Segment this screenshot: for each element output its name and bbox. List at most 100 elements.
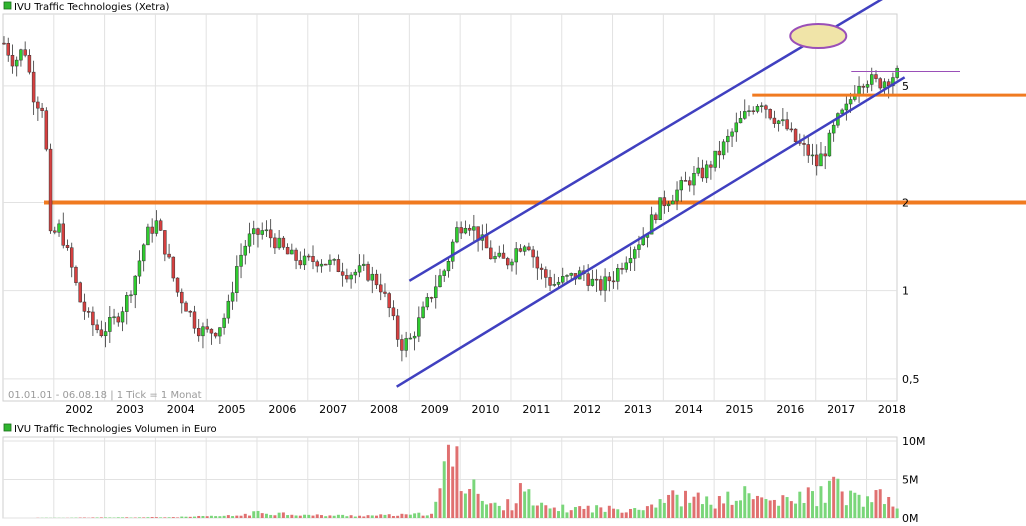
candle-body: [298, 260, 303, 266]
volume-bar: [341, 514, 345, 518]
candle-body: [188, 310, 192, 313]
target-ellipse: [789, 23, 848, 50]
candle-body: [721, 141, 726, 156]
candle-body: [802, 143, 806, 145]
volume-bar: [866, 496, 870, 518]
volume-bar: [319, 515, 323, 518]
x-tick-label: 2007: [319, 403, 347, 416]
volume-tick-label: 0M: [902, 512, 919, 525]
candle-body: [141, 244, 146, 262]
candle-body: [370, 273, 374, 281]
price-legend-swatch: [3, 1, 12, 10]
volume-bar: [307, 514, 311, 518]
volume-bar: [552, 507, 556, 518]
candle-body: [226, 300, 231, 319]
candle-body: [133, 275, 137, 296]
candle-body: [709, 164, 713, 168]
volume-bar: [99, 517, 103, 518]
candle-body: [137, 260, 142, 277]
volume-bar: [514, 503, 518, 518]
y-tick-label: 0,5: [902, 373, 920, 386]
candle-body: [184, 302, 188, 312]
volume-bar: [730, 504, 734, 518]
y-tick-label: 1: [902, 285, 909, 298]
volume-legend-swatch: [3, 423, 12, 432]
volume-bar: [722, 503, 726, 518]
volume-bar: [104, 517, 108, 518]
candle-body: [82, 301, 87, 312]
candle-body: [57, 223, 61, 233]
candle-body: [649, 214, 654, 235]
candle-body: [522, 246, 527, 252]
candle-body: [150, 226, 154, 234]
volume-bar: [421, 515, 425, 518]
candle-body: [704, 164, 709, 179]
candle-body: [861, 85, 866, 88]
volume-bar: [569, 510, 573, 518]
volume-bar: [358, 515, 362, 518]
volume-bar: [430, 513, 434, 518]
volume-bar: [286, 515, 290, 518]
volume-bar: [387, 514, 391, 518]
candle-body: [556, 281, 561, 285]
candle-body: [450, 241, 455, 262]
volume-bar: [391, 515, 395, 518]
candle-body: [565, 275, 569, 277]
candle-body: [666, 203, 671, 207]
volume-bar: [269, 514, 273, 518]
candle-body: [273, 237, 277, 249]
candle-body: [489, 247, 493, 260]
volume-bar: [633, 508, 637, 518]
candle-body: [544, 269, 548, 278]
candle-body: [129, 294, 133, 297]
candle-body: [535, 256, 540, 269]
volume-bar: [281, 512, 285, 518]
price-x-axis: 2002 2003 2004 2005 2006 2007 2008 2009 2010 2011…: [65, 403, 906, 416]
candle-body: [336, 259, 341, 272]
volume-bar: [679, 506, 683, 518]
candle-body: [290, 249, 294, 255]
candle-body: [620, 268, 624, 270]
candle-body: [86, 311, 91, 313]
volume-tick-label: 10M: [902, 435, 926, 448]
volume-bar: [755, 495, 759, 518]
candle-body: [814, 154, 819, 167]
candle-body: [874, 74, 878, 79]
candle-body: [408, 337, 413, 340]
candle-body: [472, 226, 476, 231]
candle-body: [163, 230, 167, 255]
candle-body: [510, 261, 514, 266]
volume-bar: [176, 517, 180, 518]
volume-bar: [438, 488, 442, 518]
volume-bar: [91, 517, 95, 518]
candle-body: [781, 119, 785, 122]
volume-bar: [159, 517, 163, 518]
volume-bar: [578, 506, 582, 518]
candle-body: [743, 111, 747, 119]
volume-bar: [260, 513, 264, 518]
volume-bar: [650, 504, 654, 518]
candle-body: [895, 67, 899, 78]
volume-bar: [476, 493, 480, 518]
candle-body: [311, 256, 315, 262]
candle-body: [882, 81, 887, 89]
candle-body: [387, 293, 391, 309]
volume-bar: [705, 496, 709, 518]
candle-body: [823, 153, 827, 157]
candle-body: [654, 214, 658, 221]
candle-body: [514, 248, 518, 263]
volume-bar: [832, 476, 836, 518]
candle-body: [497, 252, 501, 257]
volume-bar: [154, 517, 158, 518]
candle-body: [603, 276, 607, 291]
candle-body: [696, 167, 700, 174]
volume-bar: [823, 502, 827, 518]
candle-body: [679, 180, 684, 191]
candle-body: [738, 118, 743, 124]
candle-body: [294, 249, 298, 261]
candle-body: [31, 71, 36, 103]
candle-body: [632, 249, 637, 259]
volume-bar: [565, 512, 569, 518]
volume-bar: [375, 515, 378, 518]
candle-body: [810, 154, 815, 157]
